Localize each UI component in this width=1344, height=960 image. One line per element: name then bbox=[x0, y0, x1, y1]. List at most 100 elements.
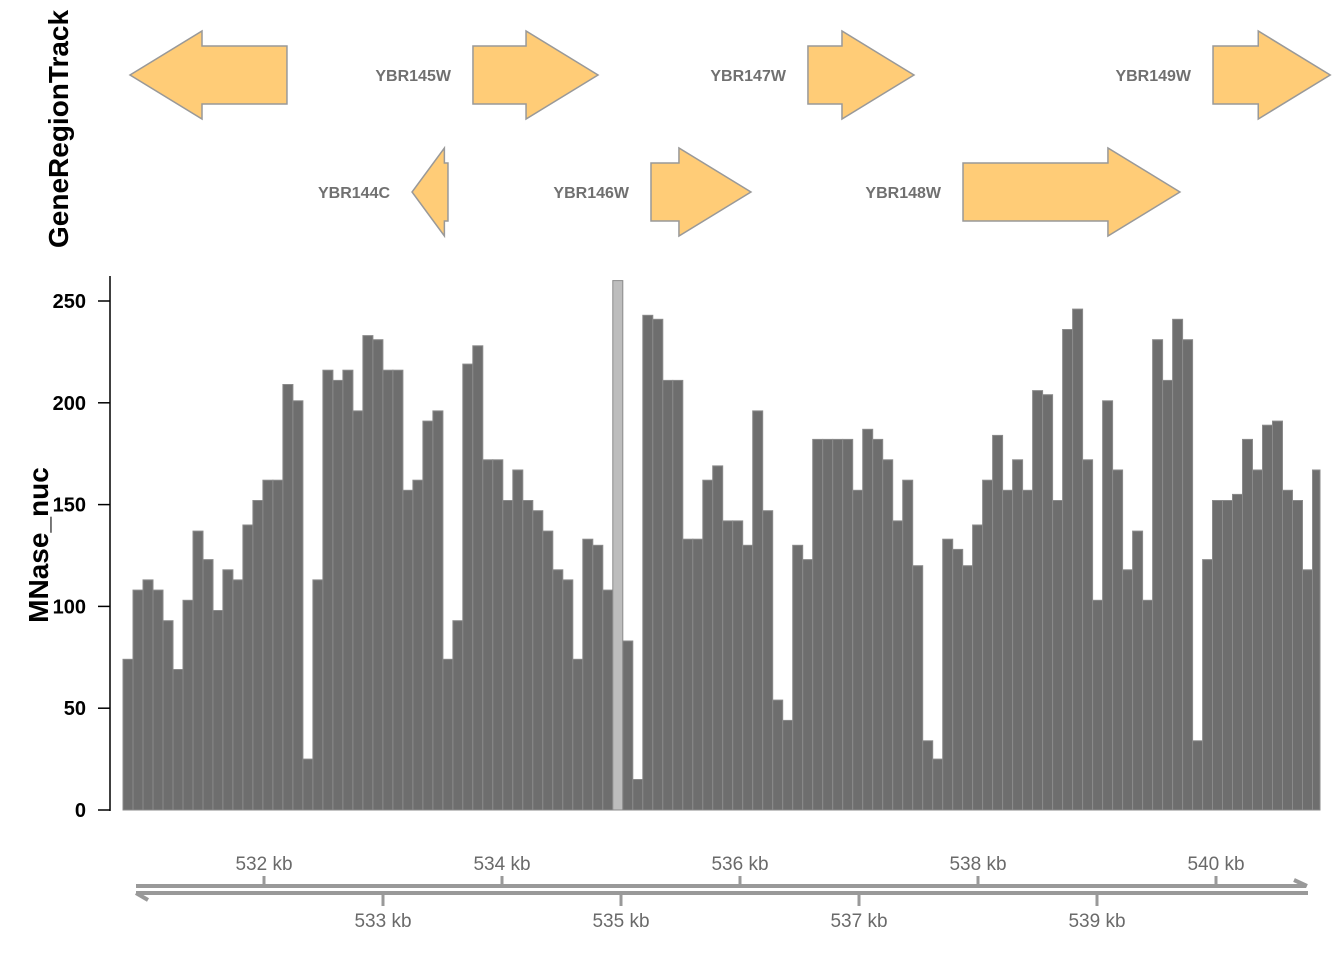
histogram-bar bbox=[252, 500, 264, 811]
gene-arrow bbox=[411, 145, 449, 239]
histogram-bar bbox=[122, 658, 134, 811]
histogram-bar bbox=[592, 544, 604, 811]
histogram-bar bbox=[302, 758, 314, 811]
y-tick-label: 100 bbox=[53, 596, 86, 618]
histogram-bar bbox=[1232, 493, 1243, 811]
histogram-bar bbox=[432, 410, 444, 811]
histogram-bar bbox=[382, 369, 394, 811]
histogram-bar bbox=[802, 559, 814, 811]
axis-tick-label: 539 kb bbox=[1068, 911, 1125, 932]
axis-tick-label: 533 kb bbox=[354, 911, 411, 932]
histogram-bar bbox=[1132, 530, 1144, 811]
y-axis-title: MNase_nuc bbox=[23, 467, 54, 623]
histogram-bar bbox=[932, 758, 944, 811]
histogram-bar bbox=[1312, 469, 1321, 811]
histogram-bar bbox=[542, 530, 554, 811]
y-tick-label: 250 bbox=[53, 291, 86, 313]
histogram-bar bbox=[1062, 329, 1074, 811]
histogram-bar bbox=[352, 410, 364, 811]
histogram-bar bbox=[412, 479, 424, 811]
histogram-bar bbox=[472, 345, 484, 811]
gene-label: YBR146W bbox=[553, 185, 629, 202]
histogram-bar bbox=[402, 489, 414, 811]
histogram-bar bbox=[172, 669, 184, 811]
y-tick-label: 50 bbox=[64, 698, 86, 720]
arrow-right-icon bbox=[1293, 878, 1308, 888]
histogram-bar bbox=[512, 469, 524, 811]
histogram-bar bbox=[882, 459, 894, 811]
histogram-bar bbox=[762, 510, 774, 811]
histogram-bar bbox=[1192, 740, 1204, 811]
histogram-bar bbox=[1242, 438, 1253, 811]
histogram-bar bbox=[142, 579, 154, 811]
histogram-bar bbox=[672, 379, 684, 811]
histogram-bar bbox=[552, 569, 564, 811]
histogram-bar bbox=[292, 400, 304, 811]
histogram-bar bbox=[1272, 420, 1283, 811]
histogram-bar bbox=[942, 538, 954, 811]
histogram-bar bbox=[912, 565, 924, 811]
gene-track-title: GeneRegionTrack bbox=[43, 9, 74, 248]
gene-region-track: YBR144C YBR145W YBR146W YBR147W YBR148W YBR14… bbox=[128, 29, 1332, 239]
histogram-bar bbox=[322, 369, 334, 811]
histogram-bar bbox=[632, 779, 644, 811]
gene-label: YBR147W bbox=[710, 68, 786, 85]
axis-tick-label: 540 kb bbox=[1187, 854, 1244, 875]
data-track: 0 50 100 150 200 250 bbox=[53, 276, 1321, 822]
histogram-bar bbox=[392, 369, 404, 811]
histogram-bar bbox=[262, 479, 274, 811]
histogram-bar bbox=[1032, 390, 1044, 811]
histogram-bar bbox=[1152, 339, 1164, 811]
histogram-bar bbox=[492, 459, 504, 811]
histogram-bar bbox=[572, 658, 584, 811]
histogram-bar bbox=[862, 428, 874, 811]
histogram-bar bbox=[562, 579, 574, 811]
histogram-bar bbox=[772, 699, 784, 811]
histogram-bar bbox=[622, 640, 634, 811]
y-tick-label: 150 bbox=[53, 495, 86, 517]
histogram-bar bbox=[442, 658, 454, 811]
gene-label: YBR144C bbox=[318, 185, 390, 202]
histogram-bar bbox=[232, 579, 244, 811]
gene-arrow bbox=[472, 29, 600, 121]
histogram-bar bbox=[1072, 308, 1084, 811]
histogram-bar bbox=[162, 620, 174, 811]
gene-arrow bbox=[128, 29, 288, 121]
histogram-bar bbox=[722, 520, 734, 811]
histogram-bar bbox=[452, 620, 464, 811]
histogram-bar bbox=[1212, 500, 1223, 811]
histogram-bar bbox=[342, 369, 354, 811]
histogram-bar bbox=[842, 438, 854, 811]
arrow-left-icon bbox=[134, 891, 150, 902]
histogram-bar bbox=[182, 599, 194, 811]
histogram-bar bbox=[1092, 599, 1104, 811]
histogram-bar bbox=[972, 524, 984, 811]
histogram-bar bbox=[652, 318, 664, 811]
histogram-bar bbox=[522, 500, 534, 811]
histogram-bar bbox=[682, 538, 694, 811]
histogram-bar bbox=[1022, 489, 1034, 811]
histogram-bar bbox=[1112, 469, 1124, 811]
histogram-bar bbox=[1262, 424, 1273, 811]
histogram-bar bbox=[1282, 489, 1293, 811]
histogram-bar bbox=[732, 520, 744, 811]
histogram-bar bbox=[1292, 500, 1303, 811]
histogram-bar bbox=[1002, 489, 1014, 811]
axis-tick-label: 532 kb bbox=[235, 854, 292, 875]
histogram-bar bbox=[1012, 459, 1024, 811]
histogram-bar bbox=[712, 465, 724, 811]
histogram-bar bbox=[702, 479, 714, 811]
axis-tick-label: 537 kb bbox=[830, 911, 887, 932]
histogram-bar bbox=[532, 510, 544, 811]
histogram-bar bbox=[1182, 339, 1194, 811]
histogram-bar bbox=[282, 384, 294, 811]
gene-arrow bbox=[1212, 29, 1332, 121]
histogram-bar bbox=[1202, 559, 1214, 811]
histogram-bar bbox=[782, 719, 794, 811]
histogram-bar bbox=[462, 363, 474, 811]
histogram-bar bbox=[832, 438, 844, 811]
histogram-bar bbox=[202, 559, 214, 811]
histogram-bar bbox=[812, 438, 824, 811]
gene-arrow bbox=[650, 146, 753, 238]
histogram-bar bbox=[792, 544, 804, 811]
